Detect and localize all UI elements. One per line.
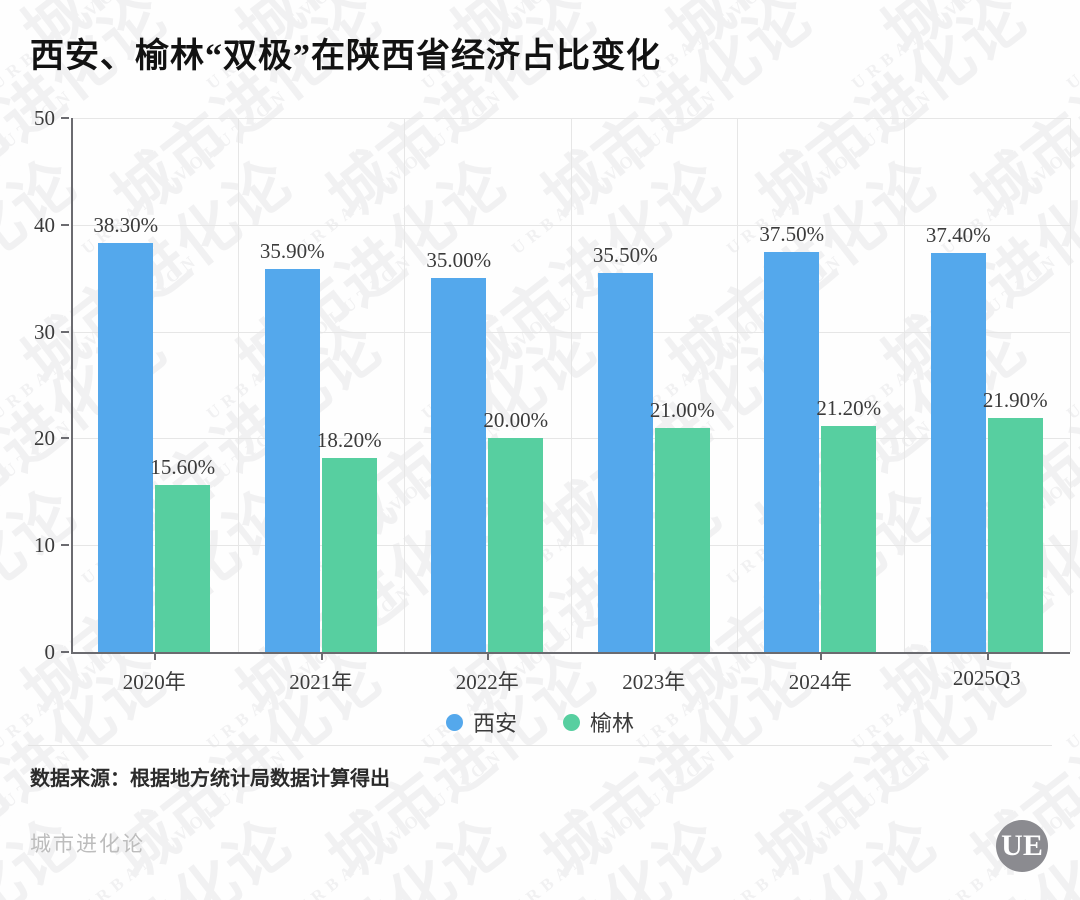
x-axis-line bbox=[71, 652, 1070, 654]
watermark-text: 城市进化论 bbox=[645, 0, 953, 71]
bar-value-label: 35.90% bbox=[259, 238, 325, 263]
x-axis-tick-mark bbox=[320, 652, 323, 660]
x-axis-tick-label: 2025Q3 bbox=[952, 666, 1021, 690]
bar-value-label: 20.00% bbox=[483, 408, 549, 433]
y-axis-tick-mark bbox=[61, 223, 69, 226]
bar-榆林-2021年[interactable] bbox=[321, 457, 377, 652]
y-axis-line bbox=[71, 118, 73, 653]
watermark-text: 城市进化论 bbox=[645, 793, 953, 900]
bar-value-label: 21.00% bbox=[649, 397, 715, 422]
x-axis-tick-mark bbox=[986, 652, 989, 660]
footer-divider bbox=[28, 745, 1052, 746]
legend-label: 榆林 bbox=[590, 711, 635, 736]
bar-西安-2020年[interactable] bbox=[98, 242, 154, 652]
y-axis-tick-label: 40 bbox=[34, 212, 55, 237]
x-axis-tick-label: 2020年 bbox=[122, 670, 186, 694]
y-axis-tick-mark bbox=[61, 330, 69, 333]
bar-chart: 38.30% 15.60% 35.90% 18.20% 35.00% 20.00% 35.5… bbox=[0, 100, 1080, 700]
bar-value-label: 37.50% bbox=[759, 221, 825, 246]
watermark-subtext: URBAN EVOLUTION bbox=[633, 0, 849, 93]
svg-text:UE: UE bbox=[1001, 829, 1043, 862]
brand-label: 城市进化论 bbox=[30, 832, 145, 856]
bar-西安-2025Q3[interactable] bbox=[930, 252, 986, 652]
watermark-text: 城市进化论 bbox=[430, 793, 738, 900]
page-title: 西安、榆林“双极”在陕西省经济占比变化 bbox=[30, 38, 661, 75]
bar-value-label: 21.20% bbox=[816, 395, 882, 420]
bar-榆林-2022年[interactable] bbox=[488, 438, 544, 652]
bar-value-label: 38.30% bbox=[93, 212, 159, 237]
y-axis-tick-mark bbox=[61, 651, 69, 653]
y-axis-tick-label: 10 bbox=[34, 533, 55, 558]
x-axis-tick-label: 2022年 bbox=[455, 670, 519, 694]
bar-value-label: 18.20% bbox=[316, 427, 382, 452]
watermark-text: 城市进化论 bbox=[1075, 793, 1080, 900]
legend-color-swatch bbox=[563, 713, 580, 731]
bar-value-label: 15.60% bbox=[150, 455, 216, 480]
watermark-text: 城市进化论 bbox=[1075, 0, 1080, 71]
x-axis-tick-label: 2023年 bbox=[622, 670, 686, 694]
watermark-subtext: URBAN EVOLUTION bbox=[848, 0, 1064, 93]
watermark-subtext: URBAN EVOLUTION bbox=[723, 743, 939, 900]
y-axis-tick-label: 20 bbox=[34, 426, 55, 451]
x-axis-tick-mark bbox=[820, 652, 823, 660]
gridline-vertical bbox=[570, 118, 572, 652]
y-axis-tick-mark bbox=[61, 117, 69, 119]
y-axis-tick-mark bbox=[61, 437, 69, 440]
bar-西安-2022年[interactable] bbox=[431, 278, 487, 652]
gridline-vertical bbox=[737, 118, 738, 652]
x-axis-tick-mark bbox=[154, 652, 157, 660]
ue-logo-icon: UE bbox=[994, 818, 1050, 874]
bar-value-label: 35.00% bbox=[426, 248, 492, 273]
x-axis-tick-mark bbox=[653, 652, 656, 660]
watermark-subtext: URBAN EVOLUTION bbox=[1063, 0, 1080, 93]
plot-area: 38.30% 15.60% 35.90% 18.20% 35.00% 20.00% 35.5… bbox=[71, 118, 1071, 653]
legend-item-榆林[interactable]: 榆林 bbox=[563, 706, 634, 738]
bar-西安-2024年[interactable] bbox=[764, 251, 820, 652]
watermark-text: 城市进化论 bbox=[215, 793, 523, 900]
bar-榆林-2024年[interactable] bbox=[821, 425, 877, 652]
y-axis-tick-label: 50 bbox=[34, 106, 55, 130]
bar-西安-2023年[interactable] bbox=[597, 272, 653, 652]
y-axis-tick-mark bbox=[61, 544, 69, 547]
gridline-vertical bbox=[1070, 118, 1071, 652]
bar-value-label: 37.40% bbox=[925, 222, 991, 247]
y-axis-tick-label: 30 bbox=[34, 319, 55, 344]
chart-legend: 西安 榆林 bbox=[0, 706, 1080, 738]
bar-榆林-2023年[interactable] bbox=[654, 427, 710, 652]
y-axis-labels: 0 10 20 30 40 50 bbox=[0, 106, 71, 664]
bar-西安-2021年[interactable] bbox=[264, 268, 320, 652]
gridline-vertical bbox=[404, 118, 405, 652]
source-note: 数据来源：根据地方统计局数据计算得出 bbox=[30, 768, 390, 790]
legend-color-swatch bbox=[445, 713, 463, 731]
x-axis-tick-mark bbox=[487, 652, 490, 660]
watermark-text: 城市进化论 bbox=[860, 0, 1080, 71]
x-axis-tick-label: 2021年 bbox=[289, 670, 353, 694]
bar-榆林-2025Q3[interactable] bbox=[987, 418, 1043, 652]
gridline-vertical bbox=[903, 118, 905, 652]
bar-榆林-2020年[interactable] bbox=[155, 485, 211, 652]
gridline-vertical bbox=[237, 118, 239, 652]
watermark-subtext: URBAN EVOLUTION bbox=[508, 743, 724, 900]
legend-label: 西安 bbox=[472, 711, 517, 736]
x-axis-tick-label: 2024年 bbox=[788, 670, 852, 694]
y-axis-tick-label: 0 bbox=[44, 640, 56, 664]
bar-value-label: 21.90% bbox=[982, 388, 1048, 413]
bar-value-label: 35.50% bbox=[592, 242, 658, 267]
legend-item-西安[interactable]: 西安 bbox=[445, 706, 517, 738]
